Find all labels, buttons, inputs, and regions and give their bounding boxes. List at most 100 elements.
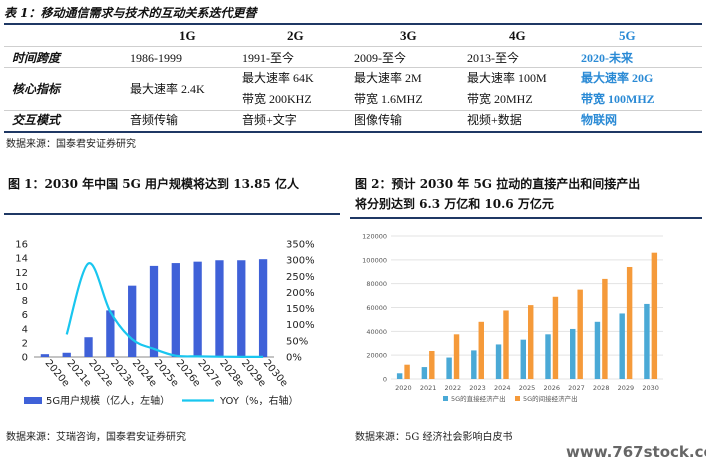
y-left-tick-label: 14 bbox=[15, 254, 28, 265]
y-right-tick-label: 250% bbox=[286, 272, 315, 283]
table-cell: 视频+数据 bbox=[467, 113, 522, 127]
x-tick-label: 2023 bbox=[469, 384, 486, 392]
legend-swatch-direct bbox=[443, 396, 448, 401]
bar-user-scale bbox=[258, 259, 268, 357]
x-tick-label: 2027 bbox=[568, 384, 585, 392]
y-right-tick-label: 50% bbox=[286, 336, 308, 347]
y-right-tick-label: 100% bbox=[286, 320, 315, 331]
bar-user-scale bbox=[193, 261, 202, 357]
table-cell: 图像传输 bbox=[354, 113, 403, 127]
bar-user-scale bbox=[171, 263, 180, 357]
table-cell: 带宽 200KHZ bbox=[242, 92, 312, 106]
table-cell: 2009-至今 bbox=[354, 51, 406, 65]
y-left-tick-label: 12 bbox=[15, 268, 28, 279]
x-tick-label: 2024 bbox=[494, 384, 511, 392]
x-tick-label: 2028 bbox=[593, 384, 610, 392]
col-header-3g: 3G bbox=[400, 28, 417, 43]
y-left-tick-label: 16 bbox=[15, 240, 28, 251]
y-tick-label: 0 bbox=[383, 376, 387, 384]
row-divider bbox=[4, 67, 702, 68]
table-cell-highlight: 最大速率 20G bbox=[581, 71, 654, 85]
table-bottom-rule bbox=[4, 131, 702, 133]
x-tick-label: 2029 bbox=[618, 384, 635, 392]
table-cell: 2013-至今 bbox=[467, 51, 519, 65]
table-cell: 1991-至今 bbox=[242, 51, 294, 65]
bar-user-scale bbox=[215, 260, 224, 357]
bar-direct-output bbox=[421, 367, 428, 379]
table-cell: 最大速率 64K bbox=[242, 71, 314, 85]
col-header-4g: 4G bbox=[509, 28, 526, 43]
bar-direct-output bbox=[520, 339, 526, 379]
figure1-title: 图 1：2030 年中国 5G 用户规模将达到 13.85 亿人 bbox=[8, 177, 299, 191]
bar-indirect-output bbox=[577, 289, 583, 379]
table-cell: 带宽 1.6MHZ bbox=[354, 92, 423, 106]
figure2-source: 数据来源：5G 经济社会影响白皮书 bbox=[355, 432, 513, 443]
y-tick-label: 100000 bbox=[362, 256, 387, 264]
line-yoy bbox=[65, 262, 264, 358]
bar-indirect-output bbox=[453, 334, 460, 379]
bar-direct-output bbox=[570, 328, 576, 379]
y-left-tick-label: 8 bbox=[22, 296, 28, 307]
y-left-tick-label: 10 bbox=[15, 282, 28, 293]
figure1-chart: 0 2 4 6 8 10 12 14 16 0% 50% 100% 150% 200% 250% 300% 35… bbox=[15, 240, 315, 408]
y-tick-label: 40000 bbox=[366, 328, 387, 336]
y-tick-label: 20000 bbox=[366, 352, 387, 360]
bar-direct-output bbox=[594, 321, 601, 379]
y-right-tick-label: 200% bbox=[286, 288, 315, 299]
table-top-rule bbox=[4, 23, 702, 25]
bar-indirect-output bbox=[404, 364, 410, 379]
y-right-tick-label: 300% bbox=[286, 256, 315, 267]
bar-direct-output bbox=[545, 334, 551, 379]
comparison-table: 1G 2G 3G 4G 5G 时间跨度 1986-1999 1991-至今 20… bbox=[4, 24, 702, 131]
table-cell: 带宽 20MHZ bbox=[467, 92, 533, 106]
col-header-5g: 5G bbox=[619, 28, 636, 43]
legend-label-line: YOY（%，右轴） bbox=[219, 394, 299, 407]
table-cell: 最大速率 2.4K bbox=[130, 82, 205, 96]
bar-user-scale bbox=[84, 337, 93, 357]
bar-indirect-output bbox=[626, 266, 633, 379]
bar-direct-output bbox=[644, 303, 650, 379]
y-tick-label: 60000 bbox=[366, 304, 387, 312]
bar-indirect-output bbox=[651, 252, 658, 379]
legend-swatch-bars bbox=[24, 397, 42, 404]
bar-direct-output bbox=[396, 373, 403, 379]
y-left-tick-label: 2 bbox=[22, 338, 28, 349]
col-header-2g: 2G bbox=[287, 28, 304, 43]
table-cell-highlight: 2020-未来 bbox=[581, 51, 633, 65]
bar-direct-output bbox=[619, 313, 625, 379]
row-divider bbox=[4, 46, 702, 47]
bar-indirect-output bbox=[478, 321, 484, 379]
figure1-source: 数据来源：艾瑞咨询，国泰君安证券研究 bbox=[6, 432, 186, 443]
bar-user-scale bbox=[106, 310, 115, 357]
legend-label-bars: 5G用户规模（亿人，左轴） bbox=[46, 394, 170, 407]
x-tick-label: 2022 bbox=[445, 384, 462, 392]
col-header-1g: 1G bbox=[179, 28, 196, 43]
table-cell: 音频传输 bbox=[130, 113, 179, 127]
table-cell: 最大速率 100M bbox=[467, 71, 547, 85]
legend-swatch-indirect bbox=[515, 396, 520, 401]
y-tick-label: 80000 bbox=[366, 280, 387, 288]
bar-direct-output bbox=[471, 350, 477, 379]
bar-user-scale bbox=[237, 260, 246, 357]
bar-user-scale bbox=[128, 285, 137, 357]
table-cell-highlight: 物联网 bbox=[581, 113, 618, 127]
y-left-tick-label: 6 bbox=[22, 310, 28, 321]
x-tick-label: 2026 bbox=[543, 384, 560, 392]
figure2-title-line2: 将分别达到 6.3 万亿和 10.6 万亿元 bbox=[355, 197, 554, 211]
watermark-text: www.767stock.com bbox=[566, 443, 706, 461]
table-cell-highlight: 带宽 100MHZ bbox=[581, 92, 655, 106]
figure2-title-line1: 图 2：预计 2030 年 5G 拉动的直接产出和间接产出 bbox=[355, 177, 641, 191]
y-right-tick-label: 350% bbox=[286, 240, 315, 251]
bar-direct-output bbox=[446, 357, 452, 379]
bar-indirect-output bbox=[552, 296, 559, 379]
table-cell: 音频+文字 bbox=[242, 113, 297, 127]
bar-user-scale bbox=[149, 265, 159, 357]
row-label-core-metric: 核心指标 bbox=[12, 82, 61, 96]
table-cell: 1986-1999 bbox=[130, 51, 182, 65]
bar-direct-output bbox=[495, 344, 502, 379]
figure2-chart: 0 20000 40000 60000 80000 100000 120000 2020 202… bbox=[362, 233, 663, 403]
bar-indirect-output bbox=[602, 278, 608, 379]
y-right-tick-label: 150% bbox=[286, 304, 315, 315]
y-right-tick-label: 0% bbox=[286, 353, 302, 364]
x-tick-label: 2021 bbox=[420, 384, 437, 392]
